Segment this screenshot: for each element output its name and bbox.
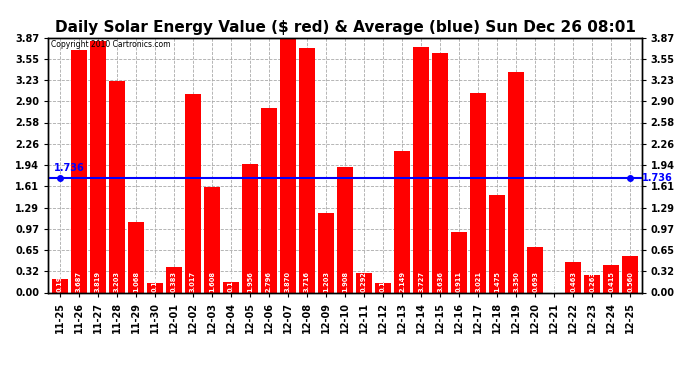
- Text: 1.736: 1.736: [54, 163, 85, 173]
- Bar: [356, 273, 372, 292]
- Bar: [109, 81, 125, 292]
- Bar: [70, 50, 87, 292]
- Text: 0.000: 0.000: [551, 271, 558, 292]
- Text: 0.415: 0.415: [609, 271, 614, 292]
- Text: 3.636: 3.636: [437, 271, 443, 292]
- Text: 1.956: 1.956: [247, 271, 253, 292]
- Text: 1.908: 1.908: [342, 271, 348, 292]
- Text: 0.139: 0.139: [380, 271, 386, 292]
- Bar: [565, 262, 581, 292]
- Bar: [166, 267, 182, 292]
- Bar: [223, 282, 239, 292]
- Bar: [280, 38, 296, 292]
- Text: 3.870: 3.870: [285, 271, 291, 292]
- Text: 3.687: 3.687: [76, 271, 81, 292]
- Text: 3.021: 3.021: [475, 271, 481, 292]
- Text: 1.068: 1.068: [132, 271, 139, 292]
- Text: 0.560: 0.560: [627, 271, 633, 292]
- Bar: [413, 47, 429, 292]
- Bar: [622, 256, 638, 292]
- Bar: [261, 108, 277, 292]
- Text: 2.796: 2.796: [266, 271, 272, 292]
- Text: 0.137: 0.137: [152, 271, 158, 292]
- Text: 1.203: 1.203: [323, 271, 329, 292]
- Bar: [299, 48, 315, 292]
- Bar: [584, 275, 600, 292]
- Text: 0.383: 0.383: [171, 271, 177, 292]
- Title: Daily Solar Energy Value ($ red) & Average (blue) Sun Dec 26 08:01: Daily Solar Energy Value ($ red) & Avera…: [55, 20, 635, 35]
- Bar: [337, 167, 353, 292]
- Text: 3.203: 3.203: [114, 271, 120, 292]
- Bar: [489, 195, 505, 292]
- Bar: [204, 186, 220, 292]
- Bar: [394, 151, 410, 292]
- Text: 3.350: 3.350: [513, 271, 519, 292]
- Text: 0.199: 0.199: [57, 271, 63, 292]
- Text: 0.693: 0.693: [532, 271, 538, 292]
- Bar: [527, 247, 543, 292]
- Text: 3.819: 3.819: [95, 271, 101, 292]
- Text: 0.292: 0.292: [361, 271, 367, 292]
- Text: 3.017: 3.017: [190, 271, 196, 292]
- Bar: [451, 232, 467, 292]
- Text: 1.475: 1.475: [494, 271, 500, 292]
- Bar: [147, 284, 163, 292]
- Text: 3.716: 3.716: [304, 271, 310, 292]
- Text: 1.736: 1.736: [642, 173, 673, 183]
- Text: 1.608: 1.608: [209, 271, 215, 292]
- Bar: [603, 265, 620, 292]
- Bar: [128, 222, 144, 292]
- Text: 0.911: 0.911: [456, 271, 462, 292]
- Bar: [318, 213, 334, 292]
- Bar: [432, 53, 448, 292]
- Bar: [90, 41, 106, 292]
- Bar: [52, 279, 68, 292]
- Bar: [508, 72, 524, 292]
- Text: 0.263: 0.263: [589, 271, 595, 292]
- Bar: [185, 94, 201, 292]
- Bar: [470, 93, 486, 292]
- Bar: [375, 284, 391, 292]
- Bar: [241, 164, 258, 292]
- Text: 3.727: 3.727: [418, 271, 424, 292]
- Text: 0.165: 0.165: [228, 271, 234, 292]
- Text: 0.463: 0.463: [570, 271, 576, 292]
- Text: 2.149: 2.149: [399, 271, 405, 292]
- Text: Copyright 2010 Cartronics.com: Copyright 2010 Cartronics.com: [51, 40, 170, 49]
